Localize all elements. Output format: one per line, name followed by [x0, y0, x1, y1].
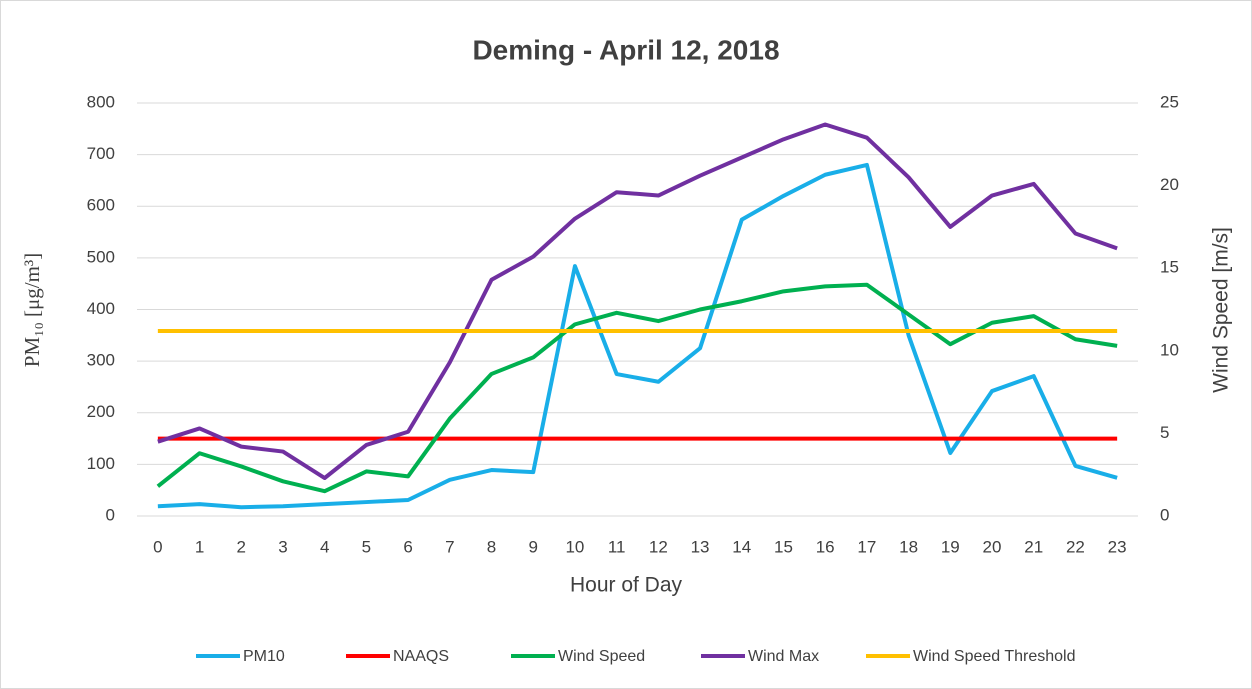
y2-tick-label: 25 [1160, 92, 1179, 111]
x-tick-label: 18 [899, 537, 918, 556]
x-tick-label: 12 [649, 537, 668, 556]
x-tick-label: 15 [774, 537, 793, 556]
legend-label: Wind Max [748, 648, 819, 665]
y-tick-label: 200 [87, 402, 115, 421]
x-tick-label: 5 [362, 537, 371, 556]
x-tick-label: 3 [278, 537, 287, 556]
x-tick-label: 19 [941, 537, 960, 556]
x-tick-label: 11 [608, 537, 626, 556]
series-line [156, 282, 1118, 494]
x-tick-label: 21 [1024, 537, 1043, 556]
x-axis-label: Hour of Day [570, 574, 683, 597]
legend-label: Wind Speed Threshold [913, 648, 1075, 665]
y-tick-label: 600 [87, 196, 115, 215]
y-tick-label: 500 [87, 247, 115, 266]
x-tick-label: 2 [237, 537, 246, 556]
chart-title: Deming - April 12, 2018 [472, 34, 779, 65]
y2-tick-label: 15 [1160, 258, 1179, 277]
x-tick-label: 20 [983, 537, 1002, 556]
x-tick-label: 9 [528, 537, 537, 556]
x-tick-label: 22 [1066, 537, 1085, 556]
x-tick-label: 8 [487, 537, 496, 556]
x-tick-label: 16 [816, 537, 835, 556]
series-line [157, 122, 1118, 481]
x-tick-label: 17 [857, 537, 876, 556]
y2-tick-label: 0 [1160, 505, 1169, 524]
y-tick-label: 0 [106, 505, 115, 524]
y2-tick-label: 5 [1160, 423, 1169, 442]
y-tick-label: 100 [87, 454, 115, 473]
legend-label: Wind Speed [558, 648, 645, 665]
x-tick-label: 14 [732, 537, 751, 556]
x-tick-label: 23 [1108, 537, 1127, 556]
x-tick-label: 6 [403, 537, 412, 556]
y2-tick-label: 10 [1160, 340, 1179, 359]
y-tick-label: 800 [87, 92, 115, 111]
y2-tick-label: 20 [1160, 175, 1179, 194]
legend-label: PM10 [243, 648, 285, 665]
x-tick-label: 0 [153, 537, 162, 556]
y-tick-label: 300 [87, 351, 115, 370]
x-tick-label: 10 [565, 537, 584, 556]
x-tick-label: 1 [195, 537, 204, 556]
x-tick-label: 13 [691, 537, 710, 556]
legend-label: NAAQS [393, 648, 449, 665]
x-tick-label: 7 [445, 537, 454, 556]
y-tick-label: 700 [87, 144, 115, 163]
y2-axis-label: Wind Speed [m/s] [1210, 227, 1233, 393]
series-line [157, 162, 1118, 510]
y-axis-label: PM₁₀ [μg/m³] [20, 253, 44, 367]
y-tick-label: 400 [87, 299, 115, 318]
x-tick-label: 4 [320, 537, 329, 556]
